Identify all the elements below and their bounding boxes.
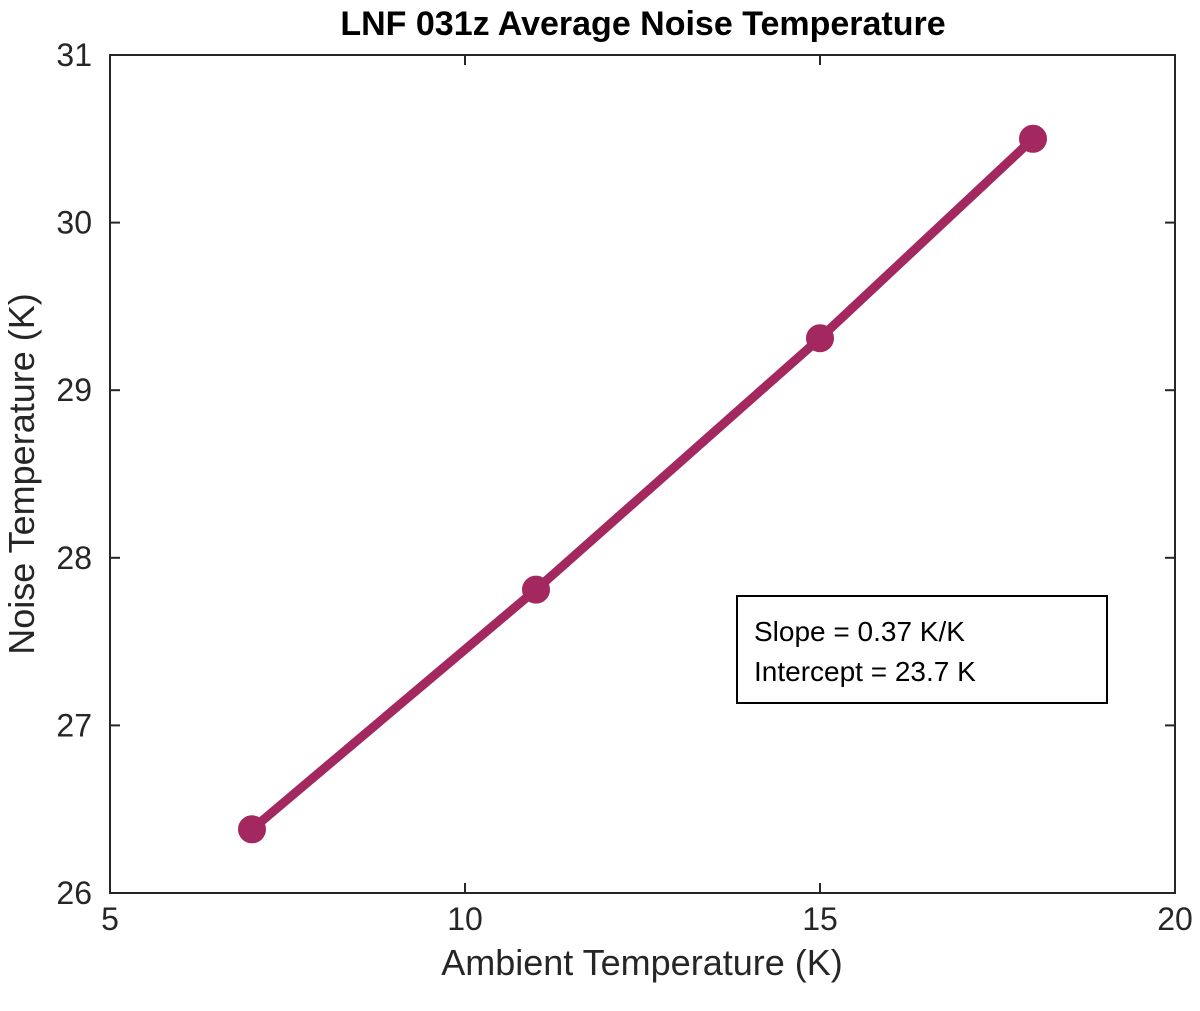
data-point <box>806 324 834 353</box>
x-tick-label: 5 <box>101 901 119 937</box>
y-tick-label: 28 <box>56 540 92 576</box>
y-tick-label: 26 <box>56 875 92 911</box>
x-tick-label: 15 <box>802 901 838 937</box>
x-axis-label: Ambient Temperature (K) <box>441 942 843 983</box>
annotation-box: Slope = 0.37 K/K Intercept = 23.7 K <box>736 595 1108 704</box>
y-tick-label: 29 <box>56 372 92 408</box>
annotation-intercept: Intercept = 23.7 K <box>754 656 976 687</box>
y-tick-label: 27 <box>56 707 92 743</box>
annotation-frame <box>736 595 1108 704</box>
chart-title: LNF 031z Average Noise Temperature <box>340 5 945 43</box>
x-tick-labels: 5 10 15 20 <box>101 901 1193 937</box>
x-tick-label: 10 <box>447 901 483 937</box>
y-tick-labels: 26 27 28 29 30 31 <box>56 37 92 911</box>
series-line <box>247 134 1038 834</box>
axis-ticks <box>109 54 1176 894</box>
data-point <box>238 815 266 844</box>
series-group <box>238 124 1047 844</box>
data-point <box>1019 124 1047 153</box>
y-tick-label: 30 <box>56 205 92 241</box>
plot-area <box>109 54 1176 894</box>
x-tick-label: 20 <box>1157 901 1193 937</box>
annotation-slope: Slope = 0.37 K/K <box>754 616 965 647</box>
y-axis-label: Noise Temperature (K) <box>1 293 42 654</box>
y-tick-label: 31 <box>56 37 92 73</box>
data-point <box>522 575 550 604</box>
